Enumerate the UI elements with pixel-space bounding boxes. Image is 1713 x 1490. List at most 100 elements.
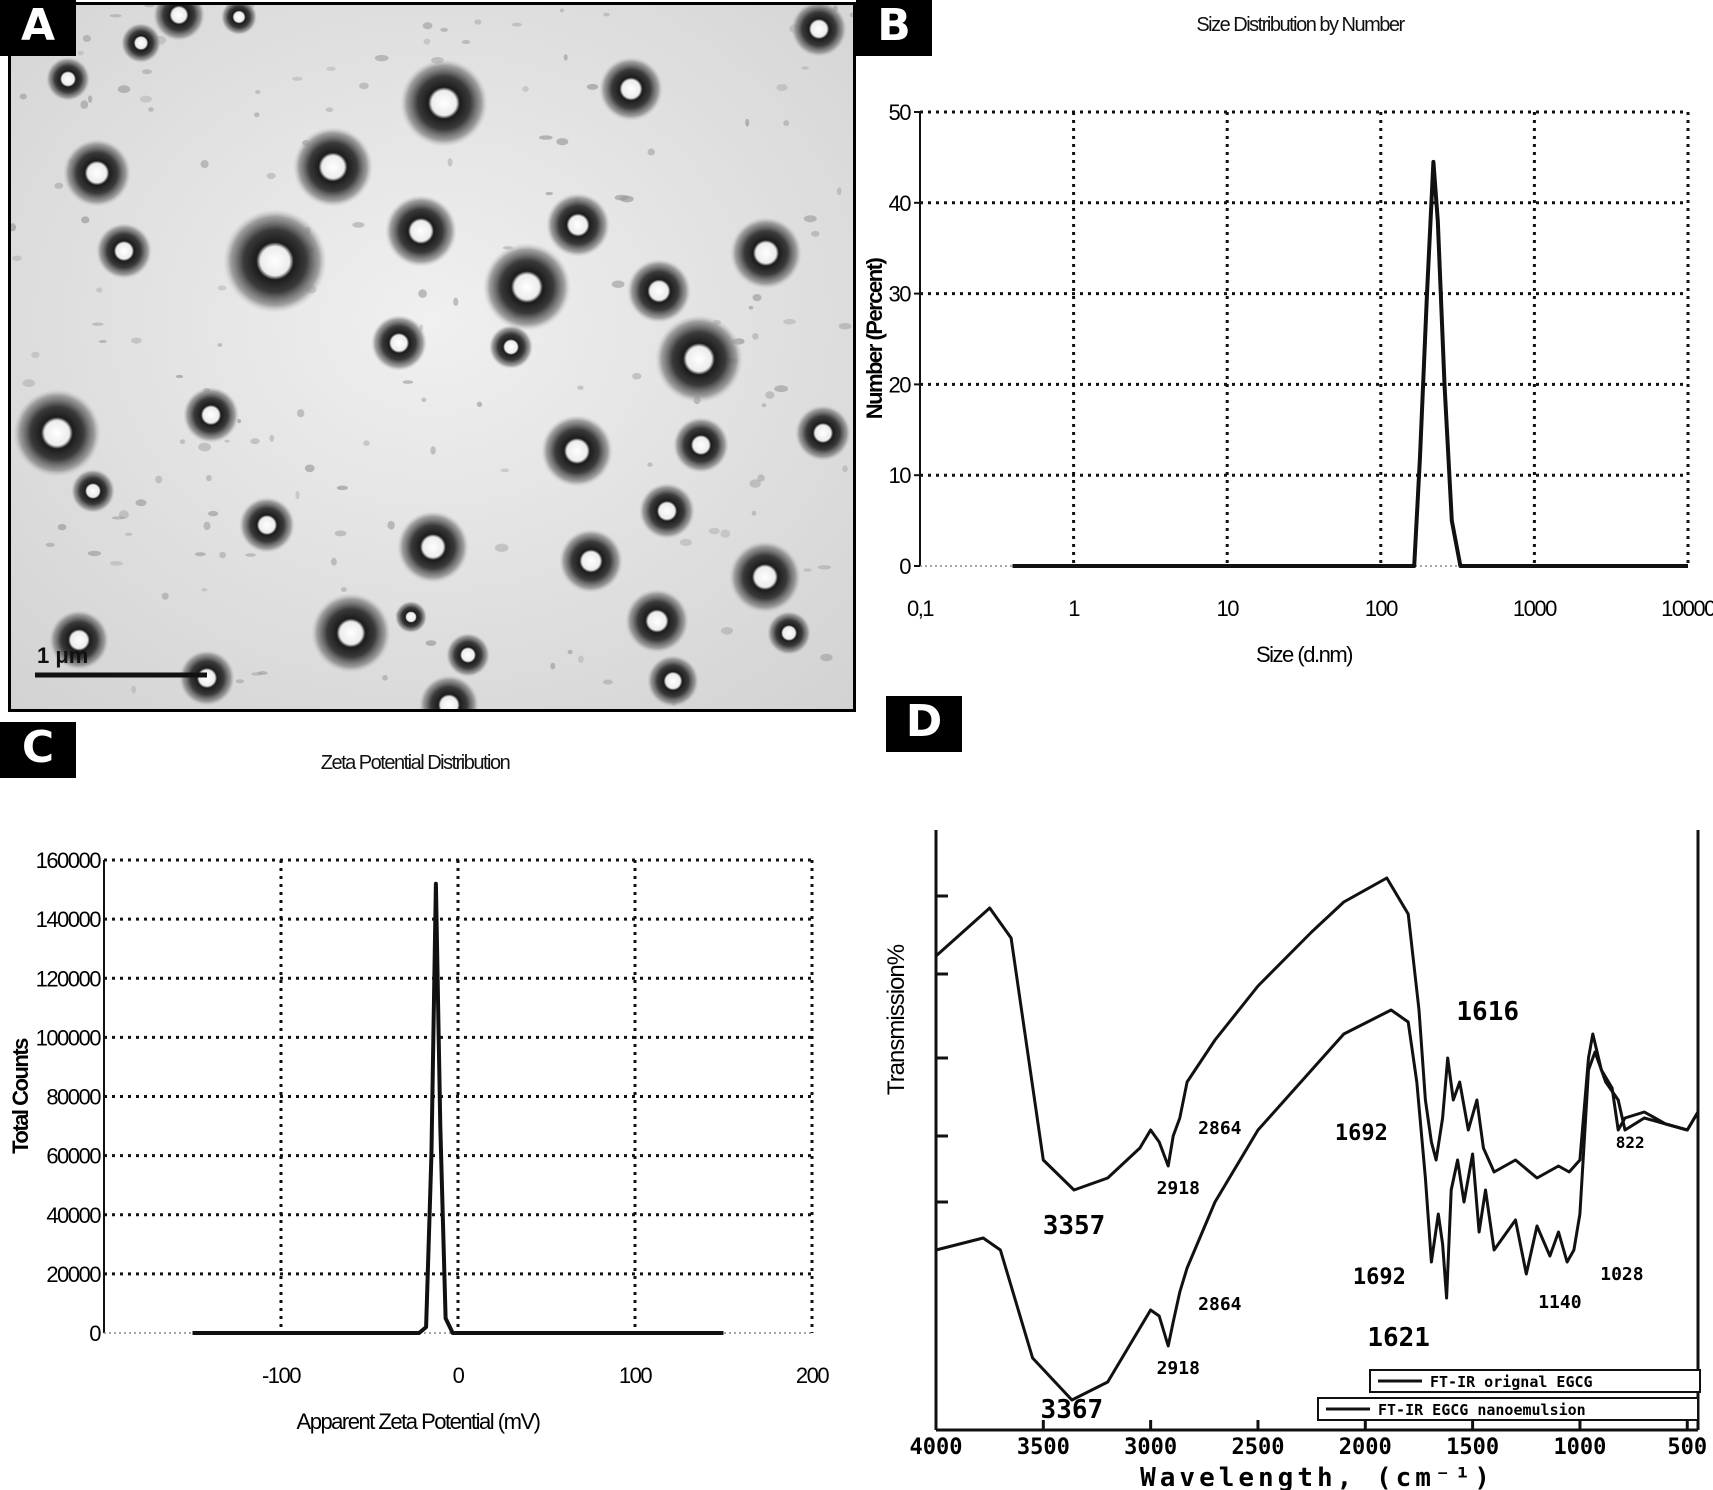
tem-speck <box>647 148 655 156</box>
tem-speck <box>559 8 565 13</box>
tem-speck <box>341 587 347 592</box>
tem-particle <box>625 589 689 653</box>
tem-speck <box>803 568 812 572</box>
chart-d-peak-label: 2864 <box>1198 1118 1242 1139</box>
tem-speck <box>774 385 789 393</box>
chart-b-ytick-label: 40 <box>889 191 912 216</box>
chart-d-series-line <box>935 876 1700 1192</box>
tem-speck <box>382 675 388 681</box>
tem-speck <box>586 83 599 90</box>
tem-speck <box>217 343 223 347</box>
tem-speck <box>352 222 365 228</box>
chart-d-peak-label: 1692 <box>1353 1265 1406 1290</box>
tem-speck <box>776 84 788 91</box>
tem-speck <box>206 474 212 482</box>
tem-speck <box>98 340 107 343</box>
tem-particle <box>400 59 488 147</box>
tem-speck <box>77 50 84 56</box>
chart-c-xtick-label: 0 <box>453 1363 465 1388</box>
tem-particle <box>791 5 847 57</box>
tem-particle <box>599 57 663 121</box>
tem-speck <box>295 491 300 500</box>
chart-d-peak-label: 1028 <box>1600 1264 1643 1285</box>
tem-speck <box>111 516 125 520</box>
tem-speck <box>334 530 347 537</box>
tem-speck <box>135 499 147 507</box>
tem-speck <box>92 322 104 326</box>
tem-speck <box>500 468 510 473</box>
tem-speck <box>179 439 186 445</box>
tem-particle <box>63 139 131 207</box>
tem-speck <box>423 38 431 45</box>
tem-speck <box>363 440 370 447</box>
tem-particle <box>183 387 239 443</box>
chart-d-peak-label: 2864 <box>1198 1294 1242 1315</box>
tem-speck <box>203 521 211 531</box>
tem-speck <box>578 655 584 664</box>
chart-d-plot: 4000 3500 3000 2500 2000 1500 1000 500 Wavelengt… <box>883 830 1707 1490</box>
chart-b-xlabel: Size (d.nm) <box>1256 642 1352 667</box>
chart-d-peak-label: 3357 <box>1043 1211 1106 1241</box>
tem-particle <box>179 650 235 706</box>
chart-d-xtick-label: 3500 <box>1017 1435 1070 1460</box>
tem-speck <box>422 22 433 30</box>
tem-speck <box>720 529 731 538</box>
tem-particle <box>311 593 391 673</box>
tem-speck <box>539 135 553 140</box>
tem-speck <box>255 90 261 94</box>
tem-speck <box>387 520 395 530</box>
tem-speck <box>87 550 101 557</box>
tem-particle <box>121 23 161 63</box>
chart-b-ytick-label: 10 <box>889 463 912 488</box>
tem-speck <box>117 85 131 93</box>
chart-d-xtick-label: 3000 <box>1124 1435 1177 1460</box>
chart-b-ytick-label: 20 <box>889 372 912 397</box>
tem-speck <box>12 255 22 262</box>
chart-d-xtick-label: 1500 <box>1446 1435 1499 1460</box>
tem-particle <box>546 193 610 257</box>
chart-d-xtick-label: 500 <box>1667 1435 1707 1460</box>
chart-b-xtick-label: 1000 <box>1513 596 1557 621</box>
chart-b-ytick-label: 30 <box>889 282 912 307</box>
chart-b-plot: 0 10 20 30 40 50 0,1 1 10 100 1000 10000 Size (d.nm)… <box>862 100 1713 667</box>
tem-speck <box>304 464 315 473</box>
tem-speck <box>721 627 733 635</box>
tem-particle <box>446 633 490 677</box>
tem-speck <box>88 95 93 103</box>
tem-speck <box>131 337 142 344</box>
tem-speck <box>757 474 765 482</box>
chart-d-xtick-label: 1000 <box>1553 1435 1606 1460</box>
chart-d-legend-box <box>1317 1397 1699 1421</box>
tem-speck <box>522 86 529 92</box>
chart-b-ytick-label: 0 <box>899 554 911 579</box>
tem-particle <box>153 5 205 41</box>
tem-speck <box>331 557 337 566</box>
chart-d-peak-label: 2918 <box>1157 1358 1200 1379</box>
tem-speck <box>801 66 809 70</box>
tem-image: 1 μm <box>11 5 853 709</box>
tem-speck <box>447 158 453 167</box>
tem-speck <box>269 434 275 442</box>
tem-speck <box>109 561 123 566</box>
chart-d-xtick-label: 2500 <box>1231 1435 1284 1460</box>
tem-speck <box>266 172 276 180</box>
tem-particle <box>239 497 295 553</box>
chart-c-ytick-label: 60000 <box>46 1144 101 1169</box>
tem-speck <box>82 35 91 42</box>
tem-speck <box>418 289 427 298</box>
tem-micrograph: 1 μm <box>8 2 856 712</box>
tem-particle <box>293 127 373 207</box>
tem-speck <box>783 318 796 325</box>
chart-b-xtick-label: 100 <box>1365 596 1398 621</box>
tem-particle <box>541 415 613 487</box>
chart-d-ylabel: Transmission% <box>883 944 910 1095</box>
tem-particle <box>795 405 851 461</box>
tem-speck <box>124 532 133 536</box>
tem-speck <box>217 285 227 291</box>
tem-speck <box>603 12 610 17</box>
chart-d-peak-label: 822 <box>1616 1133 1645 1152</box>
chart-c-xtick-label: 200 <box>796 1363 829 1388</box>
chart-d-peak-label: 1616 <box>1456 997 1519 1027</box>
chart-d-series-line <box>935 1008 1700 1402</box>
tem-particle <box>371 315 427 371</box>
